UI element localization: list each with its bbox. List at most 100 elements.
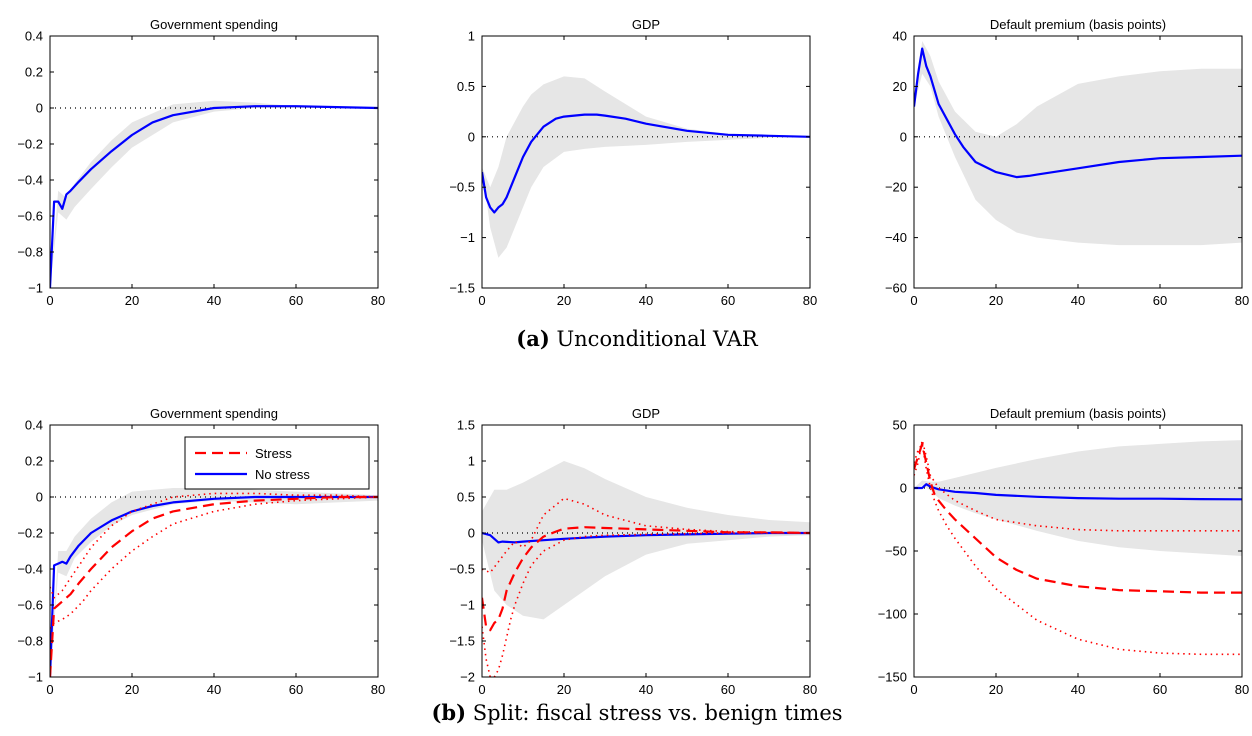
x-tick-label: 60 (289, 682, 303, 697)
x-tick-label: 20 (125, 293, 139, 308)
x-tick-label: 20 (557, 682, 571, 697)
plot-area (482, 461, 810, 677)
series-line-1 (914, 483, 1242, 501)
y-tick-label: −1.5 (449, 634, 475, 649)
plot-area (914, 439, 1242, 656)
series-line-1 (482, 531, 810, 544)
y-tick-label: 0.4 (25, 29, 43, 44)
plot-area (50, 100, 378, 288)
chart-title: Government spending (150, 17, 278, 32)
x-tick-label: 0 (910, 682, 917, 697)
y-tick-label: 20 (893, 79, 907, 94)
series-line-1 (50, 105, 378, 288)
y-tick-label: −2 (460, 670, 475, 685)
y-tick-label: 0.5 (457, 79, 475, 94)
x-tick-label: 60 (1153, 682, 1167, 697)
caption-a-label: (a) (516, 326, 550, 351)
y-tick-label: −50 (885, 544, 907, 559)
y-tick-label: −100 (878, 607, 907, 622)
x-tick-label: 20 (989, 682, 1003, 697)
y-tick-label: 40 (893, 29, 907, 44)
y-tick-label: 0 (36, 101, 43, 116)
chart-title: Government spending (150, 406, 278, 421)
x-tick-label: 40 (639, 682, 653, 697)
y-tick-label: 0.2 (25, 454, 43, 469)
y-tick-label: −1 (460, 598, 475, 613)
y-tick-label: 1.5 (457, 418, 475, 433)
confidence-band (50, 488, 378, 677)
x-tick-label: 20 (557, 293, 571, 308)
y-tick-label: −20 (885, 180, 907, 195)
y-tick-label: 0 (36, 490, 43, 505)
plot-area (50, 488, 378, 677)
x-tick-label: 60 (1153, 293, 1167, 308)
legend-box (184, 436, 370, 490)
y-tick-label: 0 (900, 129, 907, 144)
series-line-2 (50, 495, 378, 677)
y-tick-label: 0 (468, 129, 475, 144)
x-tick-label: 80 (1235, 682, 1249, 697)
legend-label: Stress (255, 446, 292, 461)
chart-title: Default premium (basis points) (990, 406, 1166, 421)
series-line-2 (482, 526, 810, 632)
legend: Stress No stress (184, 436, 370, 490)
series-line-1 (50, 495, 378, 677)
y-tick-label: −0.2 (17, 137, 43, 152)
y-tick-label: −0.5 (449, 180, 475, 195)
x-tick-label: 80 (803, 293, 817, 308)
y-tick-label: −0.4 (17, 562, 43, 577)
y-tick-label: 0.4 (25, 418, 43, 433)
chart-panel-a-2: 0 20 40 60 80 −1.5 −1 −0.5 0 0.5 1 GDP (449, 17, 817, 308)
x-tick-label: 80 (371, 682, 385, 697)
chart-panel-b-2: 0 20 40 60 80 −2 −1.5 −1 −0.5 0 0.5 1 1.5 GDP (449, 406, 817, 697)
y-tick-label: −150 (878, 670, 907, 685)
series-line-1 (482, 113, 810, 214)
x-tick-label: 80 (371, 293, 385, 308)
confidence-band (914, 41, 1242, 246)
x-tick-label: 40 (1071, 293, 1085, 308)
x-tick-label: 80 (1235, 293, 1249, 308)
chart-panel-a-3: 0 20 40 60 80 −60 −40 −20 0 20 40 Default premium (… (885, 17, 1249, 308)
series-line-2 (914, 442, 1242, 594)
caption-b: (b) Split: fiscal stress vs. benign time… (431, 700, 842, 725)
x-tick-label: 20 (989, 293, 1003, 308)
y-tick-label: −1 (28, 670, 43, 685)
chart-title: Default premium (basis points) (990, 17, 1166, 32)
y-tick-label: 1 (468, 29, 475, 44)
caption-a: (a) Unconditional VAR (516, 326, 757, 351)
y-tick-label: 0 (900, 481, 907, 496)
y-tick-label: −0.4 (17, 173, 43, 188)
x-tick-label: 0 (478, 293, 485, 308)
y-tick-label: −60 (885, 281, 907, 296)
y-tick-label: −1 (28, 281, 43, 296)
x-tick-label: 0 (910, 293, 917, 308)
legend-label: No stress (255, 467, 310, 482)
caption-b-label: (b) (431, 700, 467, 725)
x-tick-label: 0 (478, 682, 485, 697)
plot-area (482, 76, 810, 258)
y-tick-label: 0 (468, 526, 475, 541)
chart-panel-b-1: 0 20 40 60 80 −1 −0.8 −0.6 −0.4 −0.2 0 0.2 0.4 Govern… (17, 406, 385, 697)
confidence-band (482, 461, 810, 620)
caption-a-text: Unconditional VAR (556, 327, 758, 351)
x-tick-label: 80 (803, 682, 817, 697)
series-line-1 (914, 47, 1242, 179)
confidence-band (50, 100, 378, 288)
y-tick-label: −0.8 (17, 634, 43, 649)
x-tick-label: 40 (207, 682, 221, 697)
x-tick-label: 0 (46, 682, 53, 697)
x-tick-label: 0 (46, 293, 53, 308)
x-tick-label: 40 (639, 293, 653, 308)
chart-title: GDP (632, 406, 660, 421)
y-tick-label: −40 (885, 230, 907, 245)
x-tick-label: 60 (721, 682, 735, 697)
y-tick-label: −1 (460, 230, 475, 245)
y-tick-label: 1 (468, 454, 475, 469)
x-tick-label: 40 (1071, 682, 1085, 697)
series-line-3 (50, 492, 378, 599)
y-tick-label: 0.2 (25, 65, 43, 80)
confidence-band (482, 76, 810, 258)
x-tick-label: 60 (289, 293, 303, 308)
y-tick-label: −0.8 (17, 245, 43, 260)
